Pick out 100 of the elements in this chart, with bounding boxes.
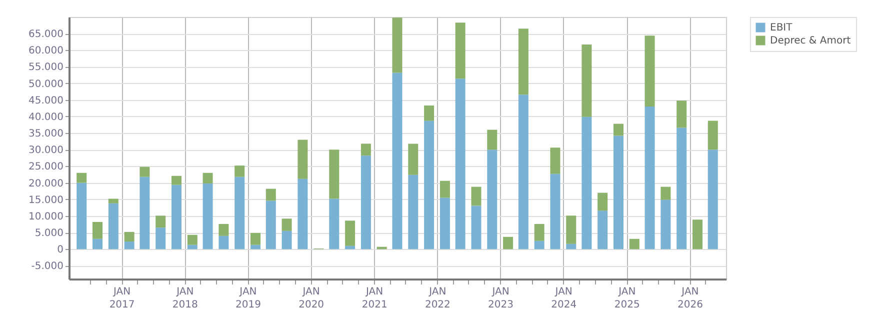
y-tick-label: 45.000 <box>28 95 64 106</box>
bar <box>598 210 608 250</box>
bar <box>408 144 418 175</box>
bar <box>345 246 356 250</box>
x-tick-label: JAN 2017 <box>109 286 135 310</box>
bar <box>518 28 528 95</box>
y-tick-label: 30.000 <box>28 145 64 156</box>
x-tick-label: JAN 2021 <box>362 286 388 310</box>
bar <box>566 216 576 244</box>
x-tick-label: JAN 2022 <box>424 286 450 310</box>
bar <box>644 106 655 250</box>
bar <box>187 234 198 245</box>
bar <box>613 136 624 250</box>
bar <box>644 36 655 107</box>
bar <box>629 238 640 250</box>
y-tick-label: 0 <box>57 244 64 256</box>
bar <box>550 174 560 250</box>
bar <box>660 200 671 250</box>
bar <box>329 150 340 199</box>
bar <box>613 124 624 136</box>
bar <box>266 200 276 250</box>
bar <box>329 198 340 250</box>
x-tick-label: JAN 2023 <box>488 286 514 310</box>
bar <box>360 144 371 156</box>
bar <box>676 100 687 128</box>
x-tick-label: JAN 2019 <box>235 286 261 310</box>
x-tick-label: JAN 2026 <box>677 286 703 310</box>
y-tick-label: 10.000 <box>28 211 64 222</box>
y-tick-label: -5.000 <box>31 261 64 272</box>
bar <box>392 18 402 73</box>
bar <box>108 198 118 204</box>
bar <box>124 232 134 242</box>
bar <box>218 236 229 250</box>
legend-label: EBIT <box>770 22 794 34</box>
bar <box>534 224 544 241</box>
x-tick-label: JAN 2024 <box>551 286 577 310</box>
bar <box>692 220 702 250</box>
bar <box>76 172 87 183</box>
y-tick-label: 60.000 <box>28 46 64 57</box>
bar <box>487 130 498 150</box>
bar <box>708 150 718 250</box>
bar <box>298 140 308 179</box>
bar <box>676 128 687 250</box>
bar <box>455 78 466 250</box>
bar <box>76 182 87 250</box>
y-tick-label: 40.000 <box>28 112 64 123</box>
y-tick-label: 55.000 <box>28 62 64 74</box>
bar <box>582 44 592 117</box>
bar <box>518 94 528 250</box>
y-tick-label: 5.000 <box>34 228 64 240</box>
y-tick-label: 25.000 <box>28 162 64 173</box>
bar <box>471 206 482 250</box>
bar <box>487 150 498 250</box>
bar <box>660 186 671 200</box>
bar <box>282 218 292 231</box>
bar <box>582 116 592 250</box>
bar <box>360 156 371 250</box>
bar <box>455 22 466 79</box>
bar <box>440 180 450 198</box>
y-tick-label: 50.000 <box>28 78 64 90</box>
bar <box>345 220 356 246</box>
bar <box>124 242 134 250</box>
bar <box>534 240 544 250</box>
bar <box>392 72 402 250</box>
bar <box>92 238 103 250</box>
bar <box>298 178 308 250</box>
bar <box>156 228 166 250</box>
bar <box>424 106 434 121</box>
bar <box>140 176 150 250</box>
bar <box>408 174 418 250</box>
x-tick-label: JAN 2025 <box>614 286 640 310</box>
bar <box>187 244 198 250</box>
bar <box>202 183 213 250</box>
bar <box>503 236 514 250</box>
bar <box>218 224 229 236</box>
bar <box>140 166 150 177</box>
bar <box>234 166 245 177</box>
bar <box>424 120 434 250</box>
y-tick-label: 35.000 <box>28 128 64 140</box>
bar <box>550 148 560 174</box>
legend-label: Deprec & Amort <box>770 36 851 46</box>
bar <box>172 184 182 250</box>
x-tick-label: JAN 2020 <box>298 286 324 310</box>
bar <box>566 244 576 250</box>
bar <box>250 232 260 245</box>
bar <box>156 216 166 228</box>
bar <box>282 230 292 250</box>
bar <box>234 176 245 250</box>
bar <box>471 186 482 206</box>
y-tick-label: 20.000 <box>28 178 64 190</box>
bar <box>708 120 718 150</box>
bar <box>108 203 118 250</box>
bar <box>266 188 276 201</box>
bar <box>440 198 450 250</box>
bar <box>172 176 182 185</box>
bar <box>92 222 103 239</box>
bar <box>250 244 260 250</box>
x-tick-label: JAN 2018 <box>172 286 198 310</box>
y-tick-label: 65.000 <box>28 29 64 40</box>
bar <box>598 192 608 211</box>
